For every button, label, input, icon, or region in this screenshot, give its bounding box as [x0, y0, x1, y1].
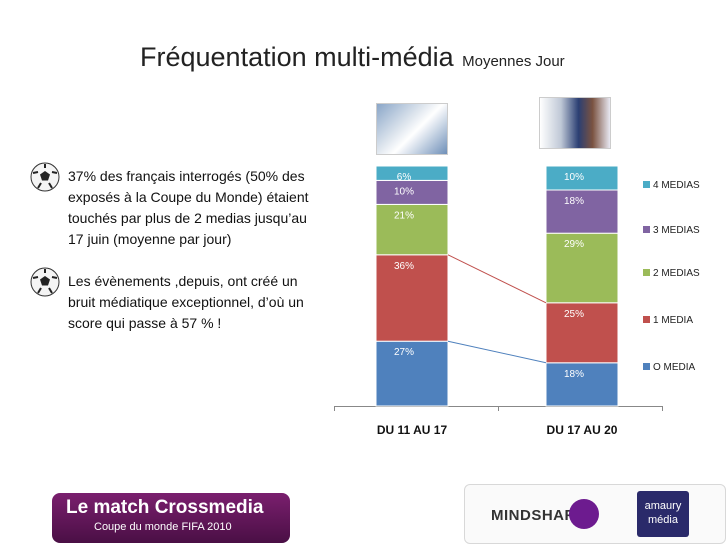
amaury-logo-line-2: média: [648, 514, 678, 526]
crossmedia-badge: Le match Crossmedia Coupe du monde FIFA …: [52, 493, 290, 543]
bar-segment-2-medias: [375, 203, 449, 256]
data-label: 21%: [394, 210, 414, 221]
category-label: DU 11 AU 17: [377, 423, 448, 437]
legend-label: 4 MEDIAS: [653, 180, 700, 191]
legend-label: 3 MEDIAS: [653, 225, 700, 236]
badge-subtitle: Coupe du monde FIFA 2010: [94, 521, 232, 533]
amaury-logo-line-1: amaury: [644, 500, 682, 512]
data-label: 18%: [564, 369, 584, 380]
connector-line: [447, 254, 547, 304]
legend-swatch: [643, 269, 650, 276]
bar-segment-4-medias: [375, 165, 449, 181]
amaury-media-logo: amaury média: [637, 491, 689, 537]
football-players-photo: [376, 103, 448, 155]
data-label: 10%: [394, 186, 414, 197]
data-label: 29%: [564, 239, 584, 250]
data-label: 10%: [564, 172, 584, 183]
bar-segment-4-medias: [545, 165, 619, 191]
slide-title: Fréquentation multi-média Moyennes Jour: [140, 42, 565, 73]
category-label: DU 17 AU 20: [547, 423, 618, 437]
title-main: Fréquentation multi-média: [140, 42, 454, 72]
bar-segment-3-medias: [375, 179, 449, 205]
title-sub: Moyennes Jour: [462, 53, 565, 70]
badge-title: Le match Crossmedia: [66, 497, 264, 518]
data-label: 18%: [564, 196, 584, 207]
bar-segment-3-medias: [545, 189, 619, 234]
data-label: 6%: [397, 172, 412, 183]
legend-label: O MEDIA: [653, 362, 696, 373]
soccer-ball-icon: [30, 162, 60, 192]
legend-label: 2 MEDIAS: [653, 268, 700, 279]
bullet-text-1: 37% des français interrogés (50% des exp…: [68, 168, 309, 247]
legend-swatch: [643, 316, 650, 323]
press-conference-photo: [539, 97, 611, 149]
data-label: 36%: [394, 261, 414, 272]
data-label: 25%: [564, 309, 584, 320]
mindshare-logo-mark: [569, 499, 599, 529]
legend-swatch: [643, 181, 650, 188]
legend-swatch: [643, 226, 650, 233]
bar-segment-1-media: [545, 302, 619, 364]
legend-label: 1 MEDIA: [653, 315, 693, 326]
partner-logos: MINDSHARE amaury média: [464, 484, 726, 544]
bar-segment-o-media: [545, 362, 619, 407]
bar-segment-2-medias: [545, 232, 619, 304]
mindshare-logo: MINDSHARE: [491, 507, 587, 524]
bar-segment-1-media: [375, 254, 449, 342]
bullet-text-2: Les évènements ,depuis, ont créé un brui…: [68, 273, 304, 331]
data-label: 27%: [394, 347, 414, 358]
bar-segment-o-media: [375, 340, 449, 407]
legend-swatch: [643, 363, 650, 370]
soccer-ball-icon: [30, 267, 60, 297]
connector-line: [447, 340, 547, 364]
